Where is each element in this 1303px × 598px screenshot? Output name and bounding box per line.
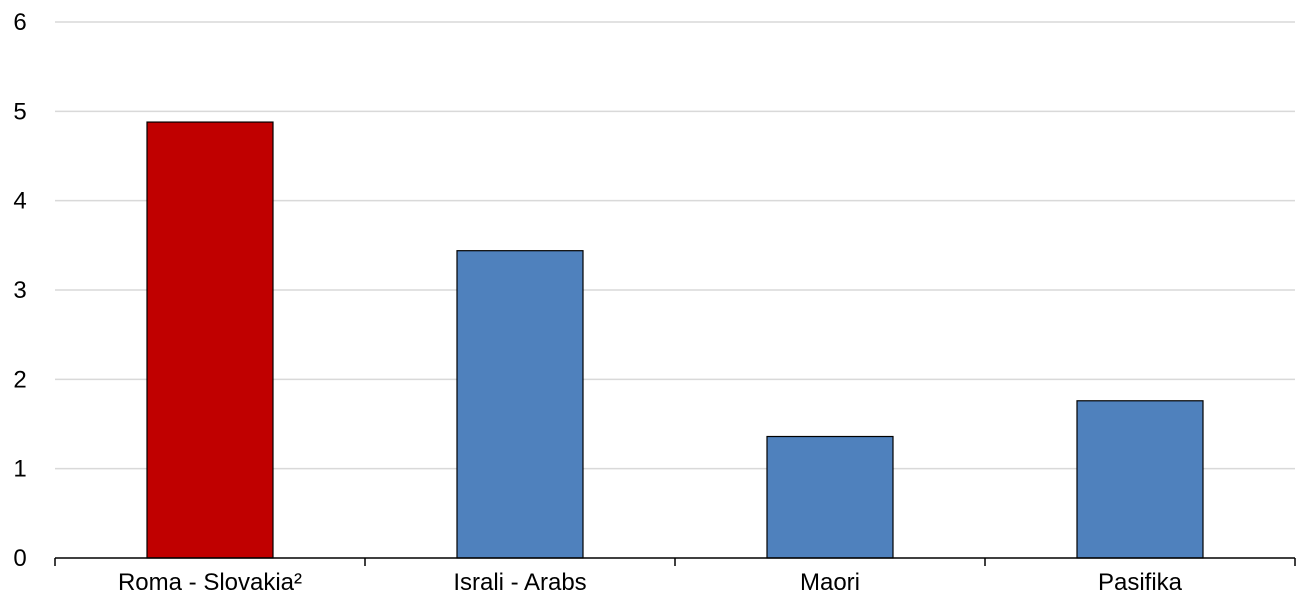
y-tick-label: 6 bbox=[13, 9, 26, 36]
x-axis-ticks: Roma - Slovakia² Israli - Arabs Maori Pasif… bbox=[54, 558, 1296, 596]
x-category-label: Pasifika bbox=[1098, 569, 1183, 596]
y-tick-label: 4 bbox=[13, 188, 26, 215]
x-category-label: Israli - Arabs bbox=[453, 569, 586, 596]
x-category-label: Maori bbox=[800, 569, 860, 596]
bar-2 bbox=[766, 435, 894, 559]
x-category-label: Roma - Slovakia² bbox=[118, 569, 302, 596]
bars bbox=[146, 121, 1204, 559]
y-tick-label: 2 bbox=[13, 366, 26, 393]
bar-0 bbox=[146, 121, 274, 559]
y-tick-label: 0 bbox=[13, 545, 26, 572]
y-axis-ticks: 0 1 2 3 4 5 6 bbox=[13, 9, 26, 572]
y-tick-label: 5 bbox=[13, 98, 26, 125]
bar-3 bbox=[1076, 400, 1204, 559]
bar-1 bbox=[456, 250, 584, 559]
y-tick-label: 3 bbox=[13, 277, 26, 304]
y-tick-label: 1 bbox=[13, 456, 26, 483]
